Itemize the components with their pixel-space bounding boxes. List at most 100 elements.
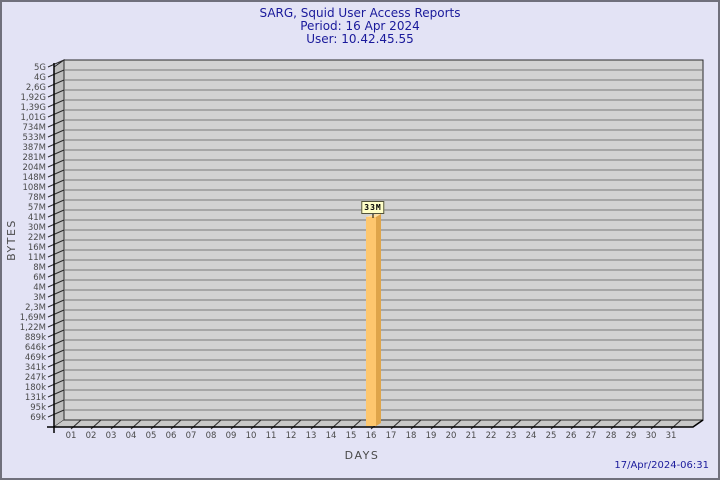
x-tick-label: 30 — [646, 431, 657, 441]
y-tick — [47, 299, 65, 308]
x-tick-label: 13 — [306, 431, 317, 441]
y-tick — [47, 139, 65, 148]
y-tick-label: 1,01G — [20, 113, 46, 123]
x-tick-label: 04 — [126, 431, 137, 441]
y-tick-label: 4M — [33, 283, 46, 293]
y-tick-label: 1,69M — [20, 313, 46, 323]
y-tick-label: 533M — [22, 133, 46, 143]
y-tick — [47, 249, 65, 258]
x-tick-label: 27 — [586, 431, 597, 441]
y-tick — [47, 319, 65, 328]
y-tick-label: 11M — [28, 253, 46, 263]
y-tick-label: 1,92G — [20, 93, 46, 103]
y-tick-label: 131k — [25, 393, 46, 403]
x-axis-title: DAYS — [345, 449, 380, 462]
y-tick — [47, 289, 65, 298]
y-tick-label: 387M — [22, 143, 46, 153]
x-tick-label: 28 — [606, 431, 617, 441]
y-tick — [47, 379, 65, 388]
x-tick-label: 18 — [406, 431, 417, 441]
y-tick-label: 1,22M — [20, 323, 46, 333]
y-tick-label: 2,6G — [26, 83, 46, 93]
y-tick — [47, 339, 65, 348]
y-tick — [47, 359, 65, 368]
y-tick — [47, 99, 65, 108]
y-tick-label: 41M — [28, 213, 46, 223]
y-tick-label: 30M — [28, 223, 46, 233]
x-tick-label: 01 — [66, 431, 77, 441]
y-tick — [47, 59, 65, 68]
y-tick — [47, 219, 65, 228]
y-tick-label: 5G — [34, 63, 46, 73]
bar-value-annotation: 33M — [361, 201, 385, 214]
y-tick-label: 148M — [22, 173, 46, 183]
y-tick — [47, 69, 65, 78]
x-tick-label: 22 — [486, 431, 497, 441]
y-tick-label: 3M — [33, 293, 46, 303]
y-tick — [47, 239, 65, 248]
y-tick-label: 6M — [33, 273, 46, 283]
y-tick — [47, 259, 65, 268]
x-tick-label: 29 — [626, 431, 637, 441]
y-tick-label: 108M — [22, 183, 46, 193]
y-tick — [47, 109, 65, 118]
x-tick-label: 20 — [446, 431, 457, 441]
y-tick — [47, 199, 65, 208]
generated-timestamp: 17/Apr/2024-06:31 — [614, 460, 709, 471]
y-tick-label: 95k — [30, 403, 46, 413]
y-tick — [47, 79, 65, 88]
y-tick-label: 69k — [30, 413, 46, 423]
y-tick-label: 341k — [25, 363, 46, 373]
y-tick — [47, 179, 65, 188]
chart-user: User: 10.42.45.55 — [306, 32, 414, 46]
x-tick-label: 07 — [186, 431, 197, 441]
y-tick — [47, 369, 65, 378]
bar-side-face — [376, 214, 381, 426]
y-tick — [47, 159, 65, 168]
y-tick-label: 78M — [28, 193, 46, 203]
y-tick — [47, 129, 65, 138]
x-tick-label: 16 — [366, 431, 377, 441]
y-tick — [47, 309, 65, 318]
chart-title: SARG, Squid User Access Reports — [259, 6, 461, 20]
y-tick — [47, 229, 65, 238]
y-tick-label: 16M — [28, 243, 46, 253]
y-tick-label: 8M — [33, 263, 46, 273]
y-tick — [47, 409, 65, 418]
x-tick-label: 21 — [466, 431, 477, 441]
y-tick-label: 4G — [34, 73, 46, 83]
x-tick-label: 02 — [86, 431, 97, 441]
x-tick-label: 25 — [546, 431, 557, 441]
y-tick — [47, 209, 65, 218]
x-axis-line — [47, 419, 704, 428]
x-tick-label: 10 — [246, 431, 257, 441]
y-tick — [47, 279, 65, 288]
x-tick-label: 31 — [666, 431, 677, 441]
y-tick — [47, 189, 65, 198]
y-tick-label: 469k — [25, 353, 46, 363]
x-tick-label: 26 — [566, 431, 577, 441]
y-tick-label: 57M — [28, 203, 46, 213]
y-tick-label: 281M — [22, 153, 46, 163]
x-tick-label: 15 — [346, 431, 357, 441]
y-tick — [47, 349, 65, 358]
y-axis-title: BYTES — [5, 219, 18, 261]
x-tick-label: 23 — [506, 431, 517, 441]
y-tick — [47, 169, 65, 178]
y-tick-label: 1,39G — [20, 103, 46, 113]
chart-title-block: SARG, Squid User Access Reports Period: … — [2, 7, 718, 46]
y-tick-label: 204M — [22, 163, 46, 173]
x-tick-label: 06 — [166, 431, 177, 441]
y-tick — [47, 389, 65, 398]
y-tick-label: 889k — [25, 333, 46, 343]
x-tick-label: 09 — [226, 431, 237, 441]
y-tick — [47, 89, 65, 98]
x-tick-label: 05 — [146, 431, 157, 441]
y-tick-label: 646k — [25, 343, 46, 353]
x-tick-label: 11 — [266, 431, 277, 441]
y-tick-label: 247k — [25, 373, 46, 383]
x-tick-label: 08 — [206, 431, 217, 441]
y-tick-label: 22M — [28, 233, 46, 243]
